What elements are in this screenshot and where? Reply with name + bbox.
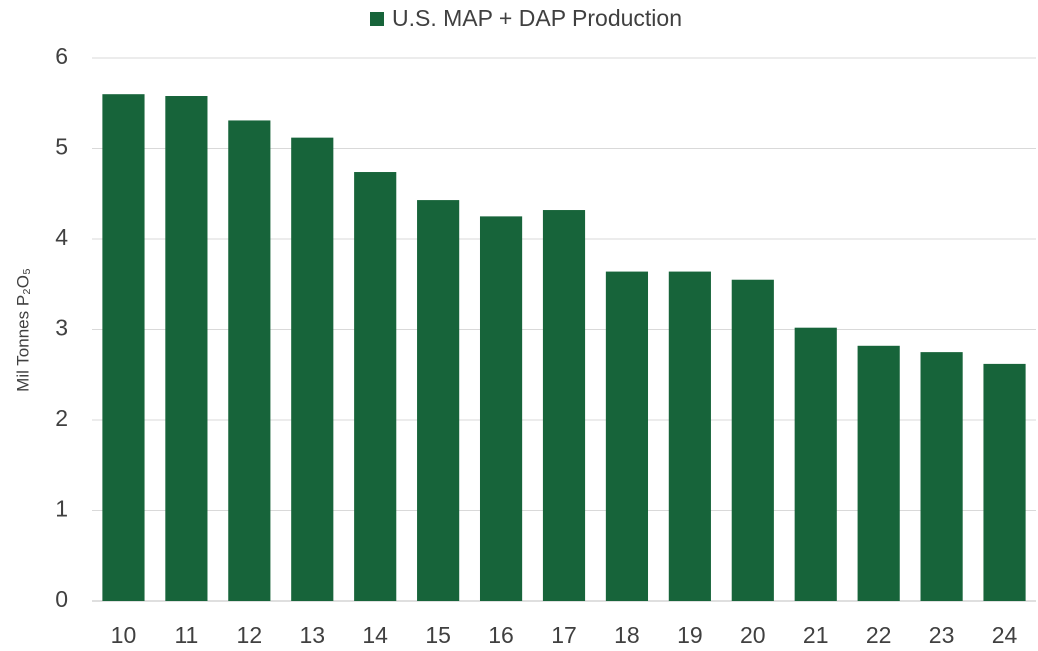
x-tick-label: 14 — [362, 622, 388, 648]
bar — [605, 271, 649, 601]
bar — [983, 363, 1026, 601]
y-tick-label: 2 — [55, 405, 68, 431]
x-tick-label: 24 — [992, 622, 1018, 648]
x-tick-label: 13 — [299, 622, 325, 648]
x-tick-label: 11 — [174, 622, 198, 648]
x-tick-label: 18 — [614, 622, 640, 648]
y-tick-label: 5 — [55, 134, 68, 160]
x-tick-label: 16 — [488, 622, 514, 648]
bar — [354, 172, 397, 601]
x-tick-label: 19 — [677, 622, 703, 648]
bar — [479, 216, 523, 601]
bar — [668, 271, 711, 601]
y-tick-label: 0 — [55, 586, 68, 612]
bar — [920, 352, 963, 601]
y-tick-label: 3 — [55, 315, 68, 341]
bar — [165, 96, 208, 601]
bar — [794, 327, 837, 601]
bar — [542, 210, 586, 602]
legend-swatch — [370, 12, 384, 26]
x-tick-label: 22 — [866, 622, 892, 648]
y-tick-label: 1 — [55, 496, 68, 522]
x-tick-label: 21 — [803, 622, 829, 648]
y-tick-label: 4 — [55, 224, 68, 250]
x-tick-label: 10 — [111, 622, 137, 648]
x-tick-label: 15 — [425, 622, 451, 648]
y-tick-label: 6 — [55, 43, 68, 69]
bar — [731, 279, 774, 601]
legend-label: U.S. MAP + DAP Production — [392, 5, 682, 31]
bar — [291, 137, 334, 601]
x-tick-label: 20 — [740, 622, 766, 648]
bar — [417, 200, 460, 601]
bar — [857, 345, 900, 601]
x-tick-label: 17 — [551, 622, 577, 648]
y-axis-label: Mil Tonnes P₂O₅ — [13, 268, 32, 392]
x-tick-label: 23 — [929, 622, 955, 648]
bar — [228, 120, 271, 601]
x-tick-label: 12 — [237, 622, 263, 648]
bar — [102, 94, 145, 601]
